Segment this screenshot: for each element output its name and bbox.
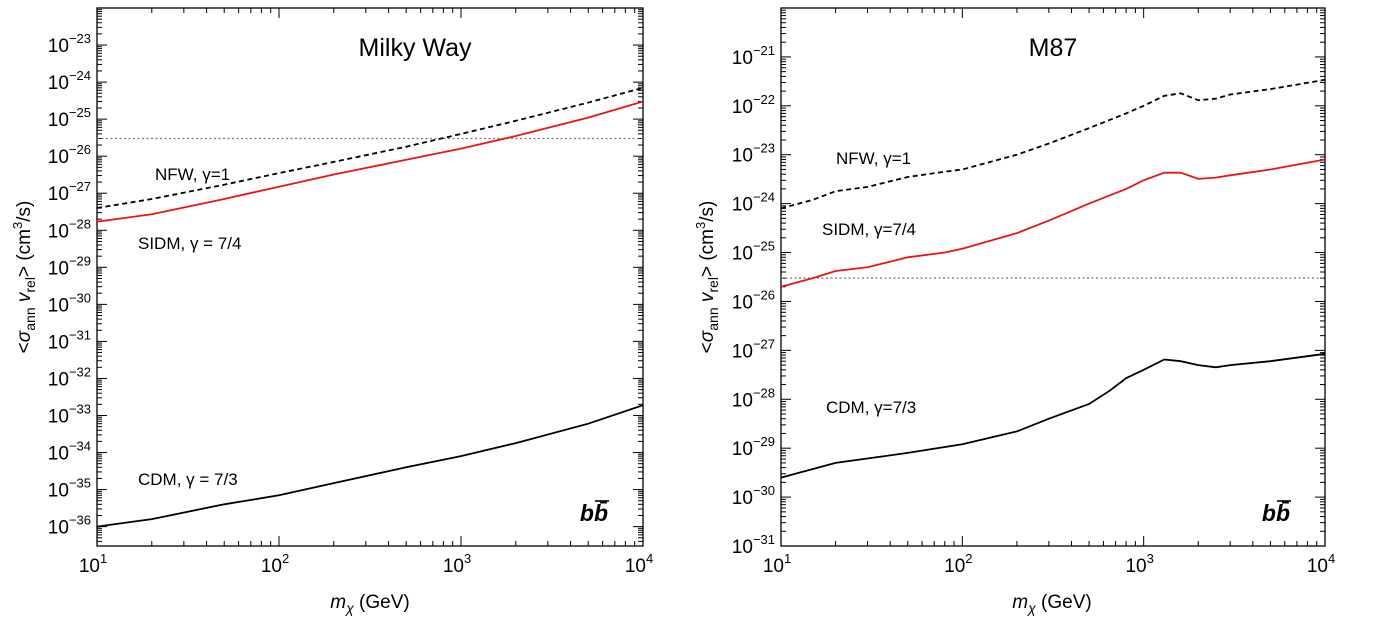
channel-label: bb̄ xyxy=(1262,500,1291,526)
y-tick-label: 10−25 xyxy=(732,239,775,265)
x-tick-label: 101 xyxy=(79,551,107,577)
annotation-cdm: CDM, γ = 7/3 xyxy=(138,470,238,489)
y-axis-label: <σann vrel> (cm3/s) xyxy=(693,201,721,354)
y-tick-label: 10−35 xyxy=(48,476,91,502)
y-tick-label: 10−30 xyxy=(48,290,91,316)
annotation-nfw: NFW, γ=1 xyxy=(155,165,230,184)
x-tick-label: 104 xyxy=(1307,551,1335,577)
y-tick-label: 10−23 xyxy=(732,141,775,167)
series-line-nfw xyxy=(780,78,1326,210)
y-tick-label: 10−24 xyxy=(48,68,91,94)
y-tick-label: 10−31 xyxy=(48,327,91,353)
x-axis-label: mχ (GeV) xyxy=(330,592,409,616)
series-line-cdm xyxy=(780,352,1326,479)
x-axis-label: mχ (GeV) xyxy=(1012,592,1091,616)
x-tick-label: 102 xyxy=(944,551,972,577)
y-tick-label: 10−29 xyxy=(48,253,91,279)
y-tick-label: 10−28 xyxy=(48,216,91,242)
plot-frame xyxy=(96,7,644,547)
chart-panel-2: 101 102 103 104 10−31 10−30 10−29 10−28 10−27 10−… xyxy=(693,7,1335,616)
y-tick-label: 10−36 xyxy=(48,513,91,539)
channel-text: bb̄ xyxy=(1262,500,1290,526)
series-line-cdm xyxy=(96,404,644,528)
chart-title: Milky Way xyxy=(359,34,472,62)
x-tick-label: 101 xyxy=(763,551,791,577)
annotation-sidm: SIDM, γ=7/4 xyxy=(822,220,916,239)
y-tick-label: 10−34 xyxy=(48,439,91,465)
y-tick-label: 10−31 xyxy=(732,532,775,558)
plot-frame xyxy=(780,7,1326,547)
y-tick-label: 10−25 xyxy=(48,105,91,131)
y-tick-label: 10−27 xyxy=(48,179,91,205)
annotation-cdm: CDM, γ=7/3 xyxy=(826,398,916,417)
y-tick-label: 10−33 xyxy=(48,401,91,427)
y-tick-label: 10−22 xyxy=(732,92,775,118)
y-tick-label: 10−24 xyxy=(732,190,775,216)
series-line-sidm xyxy=(96,100,644,223)
x-tick-label: 104 xyxy=(625,551,653,577)
annotation-nfw: NFW, γ=1 xyxy=(836,149,911,168)
series-line-nfw xyxy=(96,86,644,209)
y-tick-label: 10−32 xyxy=(48,364,91,390)
y-tick-label: 10−28 xyxy=(732,385,775,411)
x-tick-label: 103 xyxy=(1125,551,1153,577)
series-line-sidm xyxy=(780,158,1326,288)
y-tick-label: 10−21 xyxy=(732,43,775,69)
y-tick-label: 10−29 xyxy=(732,434,775,460)
chart-title: M87 xyxy=(1029,34,1078,62)
x-tick-label: 103 xyxy=(443,551,471,577)
y-tick-label: 10−30 xyxy=(732,483,775,509)
y-tick-label: 10−26 xyxy=(732,287,775,313)
x-tick-label: 102 xyxy=(261,551,289,577)
channel-text: bb̄ xyxy=(580,500,608,526)
y-tick-label: 10−23 xyxy=(48,31,91,57)
y-axis-label: <σann vrel> (cm3/s) xyxy=(10,201,38,354)
y-tick-label: 10−27 xyxy=(732,336,775,362)
annotation-sidm: SIDM, γ = 7/4 xyxy=(138,234,241,253)
chart-panel-1: 101 102 103 104 10−36 10−35 10−34 10−33 10−32 10−… xyxy=(10,7,653,616)
y-tick-label: 10−26 xyxy=(48,142,91,168)
channel-label: bb̄ xyxy=(580,500,609,526)
